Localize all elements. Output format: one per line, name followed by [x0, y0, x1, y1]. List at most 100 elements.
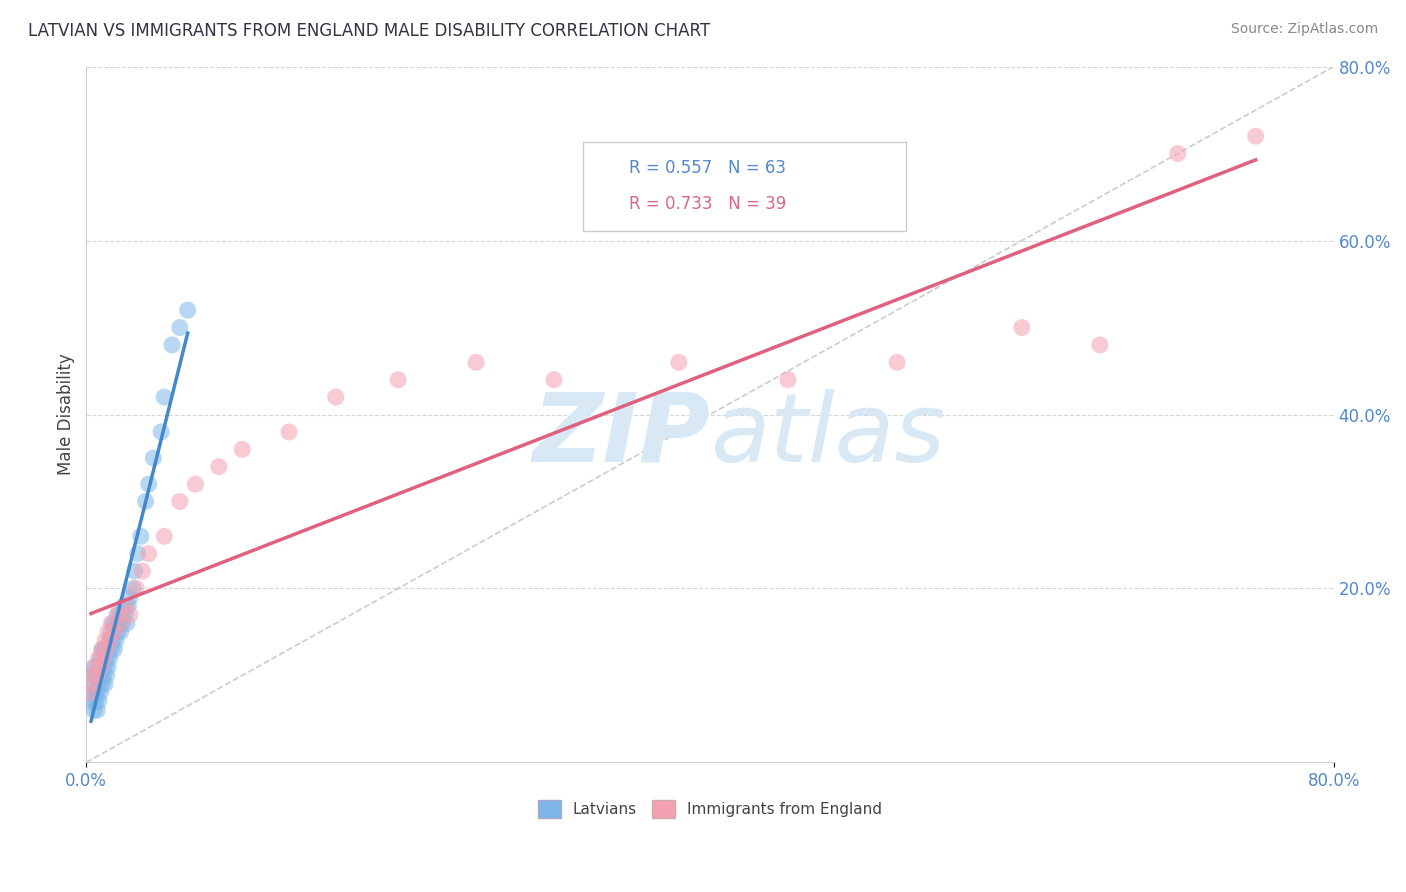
Point	[80, 686, 103, 700]
Point	[131, 564, 153, 578]
Point	[153, 529, 176, 543]
Point	[89, 659, 111, 673]
Point	[1244, 129, 1267, 144]
Point	[117, 599, 139, 613]
Point	[110, 624, 132, 639]
Point	[90, 677, 112, 691]
Point	[94, 677, 117, 691]
Point	[96, 642, 118, 657]
Point	[129, 529, 152, 543]
Point	[84, 659, 107, 673]
Point	[776, 373, 799, 387]
Point	[127, 547, 149, 561]
Point	[103, 624, 125, 639]
Point	[103, 624, 125, 639]
Point	[96, 668, 118, 682]
Point	[82, 668, 104, 682]
Point	[87, 694, 110, 708]
Point	[108, 616, 131, 631]
Point	[89, 686, 111, 700]
Point	[84, 686, 107, 700]
Point	[86, 668, 108, 682]
Point	[97, 624, 120, 639]
Point	[90, 642, 112, 657]
Point	[83, 703, 105, 717]
Point	[82, 668, 104, 682]
Point	[114, 607, 136, 622]
Point	[1011, 320, 1033, 334]
Point	[93, 651, 115, 665]
Point	[83, 677, 105, 691]
Point	[325, 390, 347, 404]
Point	[124, 564, 146, 578]
Point	[160, 338, 183, 352]
Point	[93, 668, 115, 682]
Point	[100, 624, 122, 639]
Point	[87, 677, 110, 691]
Point	[122, 582, 145, 596]
Point	[89, 651, 111, 665]
Point	[110, 607, 132, 622]
Point	[89, 668, 111, 682]
Point	[110, 616, 132, 631]
Point	[86, 703, 108, 717]
Point	[100, 616, 122, 631]
Point	[387, 373, 409, 387]
Point	[93, 651, 115, 665]
Point	[104, 633, 127, 648]
Point	[111, 616, 134, 631]
Point	[94, 633, 117, 648]
Point	[135, 494, 157, 508]
Point	[97, 659, 120, 673]
Point	[83, 659, 105, 673]
Point	[107, 607, 129, 622]
Point	[153, 390, 176, 404]
Point	[118, 607, 141, 622]
Point	[82, 694, 104, 708]
Y-axis label: Male Disability: Male Disability	[58, 353, 75, 475]
Point	[138, 477, 160, 491]
Point	[84, 668, 107, 682]
Point	[83, 677, 105, 691]
Point	[90, 642, 112, 657]
Point	[150, 425, 173, 439]
Point	[138, 547, 160, 561]
Point	[107, 624, 129, 639]
Point	[169, 494, 191, 508]
Point	[278, 425, 301, 439]
Point	[86, 686, 108, 700]
Point	[100, 642, 122, 657]
Point	[94, 659, 117, 673]
Point	[543, 373, 565, 387]
Point	[103, 642, 125, 657]
Text: Source: ZipAtlas.com: Source: ZipAtlas.com	[1230, 22, 1378, 37]
Point	[125, 582, 148, 596]
Point	[118, 590, 141, 604]
Point	[98, 633, 121, 648]
Point	[104, 616, 127, 631]
Point	[101, 633, 124, 648]
Point	[114, 599, 136, 613]
Text: R = 0.557   N = 63: R = 0.557 N = 63	[630, 160, 786, 178]
Point	[98, 633, 121, 648]
Point	[115, 616, 138, 631]
Point	[886, 355, 908, 369]
Point	[107, 607, 129, 622]
Point	[87, 659, 110, 673]
Point	[142, 450, 165, 465]
Point	[176, 303, 198, 318]
Point	[80, 686, 103, 700]
Point	[169, 320, 191, 334]
Point	[1167, 146, 1189, 161]
Point	[90, 659, 112, 673]
Point	[668, 355, 690, 369]
Point	[465, 355, 488, 369]
Point	[86, 668, 108, 682]
Text: ZIP: ZIP	[531, 389, 710, 482]
Point	[101, 616, 124, 631]
Point	[94, 642, 117, 657]
Point	[84, 694, 107, 708]
Text: R = 0.733   N = 39: R = 0.733 N = 39	[630, 195, 786, 213]
Point	[231, 442, 253, 457]
Point	[184, 477, 207, 491]
